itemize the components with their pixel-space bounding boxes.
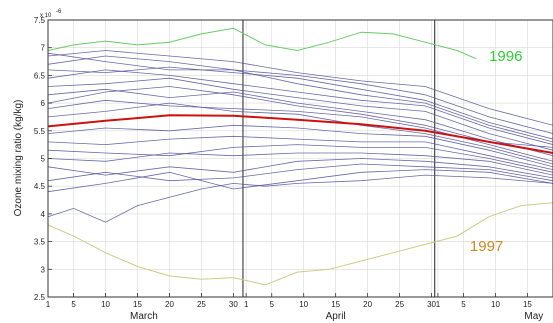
x-tick-label: 25 xyxy=(395,300,404,309)
ensemble-series-line xyxy=(47,135,553,170)
x-axis-ticks: 1 5 10 15 20 25 30 1 5 10 15 20 25 30 1 5 10 15 xyxy=(46,293,532,309)
ensemble-series-line xyxy=(47,163,553,182)
series-1996-line xyxy=(47,27,477,60)
month-labels: March April May xyxy=(130,311,543,322)
series-1997-line xyxy=(47,202,553,286)
ensemble-series-line xyxy=(47,169,553,193)
y-tick-label: 6.5 xyxy=(34,71,46,80)
ensemble-series-line xyxy=(47,77,553,151)
x-tick-label: 20 xyxy=(165,300,174,309)
ensemble-series-line xyxy=(47,152,553,176)
ensemble-series-line xyxy=(47,174,553,223)
x-tick-label: 15 xyxy=(331,300,340,309)
y-tick-label: 4 xyxy=(41,210,46,219)
ensemble-series xyxy=(47,50,553,223)
highlight-series xyxy=(47,27,553,286)
y-tick-label: 7.5 xyxy=(34,16,46,25)
x-tick-label: 30 xyxy=(229,300,238,309)
x-tick-label: 15 xyxy=(523,300,532,309)
ensemble-series-line xyxy=(47,158,553,179)
y-exponent-power: -6 xyxy=(56,9,62,15)
x-tick-label: 5 xyxy=(461,300,466,309)
y-axis-title: Ozone mixing ratio (kg/kg) xyxy=(13,100,24,217)
y-tick-label: 5.5 xyxy=(34,127,46,136)
x-tick-label: 25 xyxy=(197,300,206,309)
x-tick-label: 30 xyxy=(427,300,436,309)
x-tick-label: 5 xyxy=(71,300,76,309)
month-label: May xyxy=(524,311,543,322)
month-label: March xyxy=(130,311,158,322)
ensemble-series-line xyxy=(47,86,553,148)
ensemble-series-line xyxy=(47,55,553,134)
month-label: April xyxy=(326,311,346,322)
x-tick-label: 1 xyxy=(436,300,441,309)
y-tick-label: 3.5 xyxy=(34,238,46,247)
ensemble-series-line xyxy=(47,124,553,168)
ensemble-series-line xyxy=(47,66,553,140)
year-annotation-1997: 1997 xyxy=(470,238,503,255)
ensemble-series-line xyxy=(47,88,553,157)
y-exponent-base: x 10 xyxy=(40,13,52,19)
y-axis-ticks: 2.5 3 3.5 4 4.5 5 5.5 6 6.5 7 7.5 xyxy=(34,16,52,302)
x-tick-label: 10 xyxy=(299,300,308,309)
y-tick-label: 6 xyxy=(41,99,46,108)
ensemble-series-line xyxy=(47,50,553,126)
series-mean-line xyxy=(47,114,553,154)
x-tick-label: 20 xyxy=(363,300,372,309)
x-tick-label: 15 xyxy=(133,300,142,309)
ensemble-series-line xyxy=(47,144,553,173)
ensemble-series-line xyxy=(47,102,553,165)
ensemble-series-line xyxy=(47,52,553,143)
x-tick-label: 1 xyxy=(244,300,249,309)
y-tick-label: 3 xyxy=(41,265,46,274)
x-tick-label: 10 xyxy=(491,300,500,309)
y-tick-label: 2.5 xyxy=(34,293,46,302)
y-tick-label: 4.5 xyxy=(34,182,46,191)
y-tick-label: 7 xyxy=(41,44,46,53)
year-annotation-1996: 1996 xyxy=(489,48,522,65)
ensemble-series-line xyxy=(47,69,553,145)
x-tick-label: 5 xyxy=(270,300,275,309)
month-boundary-lines xyxy=(242,20,436,297)
x-tick-label: 1 xyxy=(46,300,51,309)
x-tick-label: 10 xyxy=(101,300,110,309)
year-annotations: 1996 1997 xyxy=(470,48,523,255)
y-tick-label: 5 xyxy=(41,155,46,164)
